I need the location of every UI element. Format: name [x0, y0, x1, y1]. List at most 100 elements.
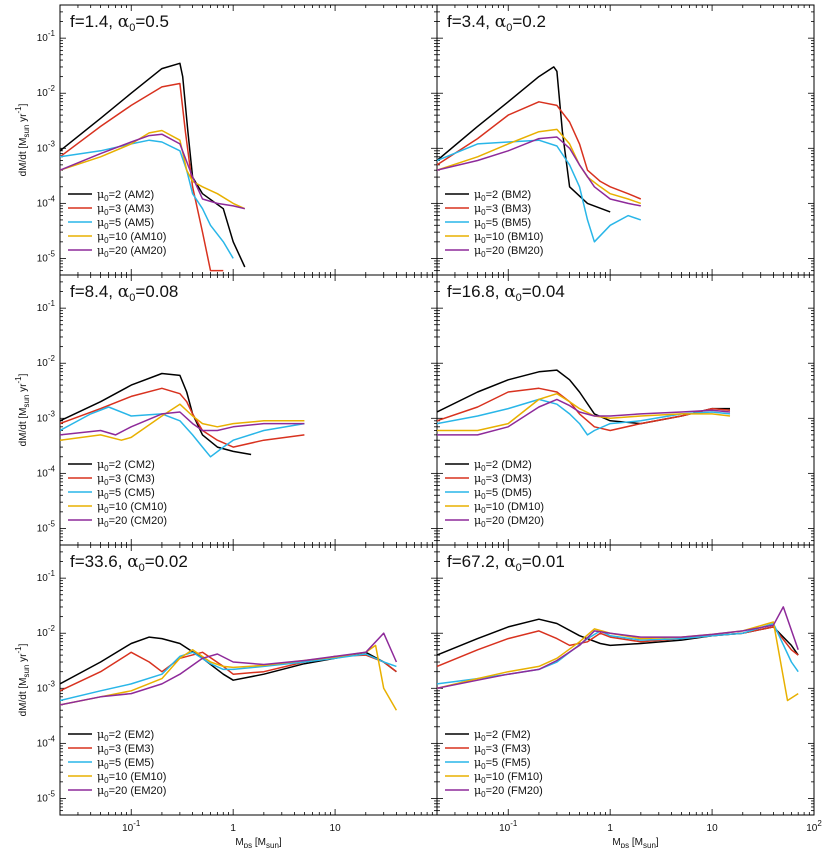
chart-panel-1: 10-1 10-2 10-3 10-4 10-5 dM/dt [Msun yr-1] f=1… [14, 4, 438, 276]
legend-label: μ0=20 (CM20) [97, 514, 167, 529]
series-line-mu20 [437, 136, 641, 207]
panel-title: f=1.4, α0=0.5 [70, 12, 169, 34]
chart-panel-6: 10-1 1 10 102 Mps [Msun] f=67.2, α0=0.01 μ0=2 … [436, 544, 822, 848]
panel-title: f=3.4, α0=0.2 [447, 12, 546, 34]
series-group [437, 369, 731, 436]
legend-label: μ0=20 (BM20) [474, 244, 543, 259]
y-tick-label: 10-1 [37, 569, 56, 584]
chart-panel-5: 10-1 10-2 10-3 10-4 10-5 dM/dt [Msun yr-1] 10-… [14, 544, 438, 848]
legend-label: μ0=3 (AM3) [97, 202, 154, 217]
y-axis-label: dM/dt [Msun yr-1] [14, 643, 31, 716]
legend: μ0=2 (BM2)μ0=3 (BM3)μ0=5 (BM5)μ0=10 (BM1… [445, 188, 543, 259]
legend-label: μ0=5 (CM5) [97, 486, 155, 501]
legend: μ0=2 (FM2)μ0=3 (FM3)μ0=5 (FM5)μ0=10 (FM1… [445, 728, 543, 799]
series-line-mu5 [437, 139, 642, 243]
legend-label: μ0=5 (AM5) [97, 216, 154, 231]
series-line-mu3 [60, 651, 397, 692]
y-tick-label: 10-5 [37, 249, 56, 264]
legend-label: μ0=10 (FM10) [474, 770, 543, 785]
legend-label: μ0=10 (DM10) [474, 500, 544, 515]
x-tick-label: 10-1 [499, 819, 518, 834]
series-line-mu3 [437, 101, 642, 200]
legend-label: μ0=3 (BM3) [474, 202, 531, 217]
y-axis-label: dM/dt [Msun yr-1] [14, 103, 31, 176]
series-line-mu5 [437, 398, 731, 436]
x-tick-label: 10 [707, 823, 719, 834]
legend-label: μ0=3 (FM3) [474, 742, 531, 757]
series-line-mu3 [437, 626, 799, 668]
legend-label: μ0=10 (CM10) [97, 500, 167, 515]
series-group [437, 66, 642, 243]
legend-label: μ0=2 (AM2) [97, 188, 154, 203]
legend-label: μ0=10 (BM10) [474, 230, 543, 245]
y-tick-label: 10-3 [37, 679, 56, 694]
series-group [60, 632, 398, 711]
legend-label: μ0=20 (FM20) [474, 784, 543, 799]
legend-label: μ0=20 (AM20) [97, 244, 166, 259]
x-tick-label: 1 [607, 823, 613, 834]
legend-label: μ0=2 (EM2) [97, 728, 154, 743]
y-tick-label: 10-3 [37, 139, 56, 154]
y-tick-label: 10-3 [37, 409, 56, 424]
series-line-mu2 [437, 66, 611, 213]
series-group [60, 372, 305, 458]
legend-label: μ0=5 (EM5) [97, 756, 154, 771]
y-tick-label: 10-1 [37, 29, 56, 44]
legend-label: μ0=10 (AM10) [97, 230, 166, 245]
y-tick-label: 10-4 [37, 194, 56, 209]
x-tick-label: 10 [330, 823, 342, 834]
series-line-mu5 [60, 651, 397, 702]
series-line-mu20 [60, 632, 398, 706]
series-line-mu20 [60, 411, 305, 436]
series-line-mu5 [60, 139, 234, 259]
series-line-mu2 [60, 62, 246, 268]
series-line-mu10 [437, 392, 731, 432]
legend-label: μ0=20 (EM20) [97, 784, 166, 799]
series-group [60, 62, 246, 272]
x-axis-label: Mps [Msun] [612, 837, 659, 848]
series-line-mu2 [60, 372, 252, 456]
legend-label: μ0=5 (FM5) [474, 756, 531, 771]
legend-label: μ0=2 (FM2) [474, 728, 531, 743]
series-line-mu3 [60, 82, 224, 272]
panel-title: f=8.4, α0=0.08 [70, 282, 178, 304]
y-tick-label: 10-5 [37, 789, 56, 804]
chart-panel-4: f=16.8, α0=0.04 μ0=2 (DM2)μ0=3 (DM3)μ0=5 … [436, 274, 815, 546]
panel-frame [436, 544, 815, 816]
series-line-mu20 [437, 398, 731, 436]
legend: μ0=2 (EM2)μ0=3 (EM3)μ0=5 (EM5)μ0=10 (EM1… [68, 728, 166, 799]
legend-label: μ0=3 (DM3) [474, 472, 532, 487]
series-group [437, 606, 799, 702]
legend: μ0=2 (AM2)μ0=3 (AM3)μ0=5 (AM5)μ0=10 (AM1… [68, 188, 166, 259]
y-tick-label: 10-4 [37, 734, 56, 749]
legend-label: μ0=5 (BM5) [474, 216, 531, 231]
y-tick-label: 10-5 [37, 519, 56, 534]
legend-label: μ0=10 (EM10) [97, 770, 166, 785]
panel-title: f=67.2, α0=0.01 [447, 552, 565, 574]
y-tick-label: 10-2 [37, 354, 56, 369]
legend-label: μ0=3 (EM3) [97, 742, 154, 757]
series-line-mu10 [437, 128, 642, 205]
legend-label: μ0=2 (CM2) [97, 458, 155, 473]
x-axis-label: Mps [Msun] [235, 837, 282, 848]
panel-title: f=16.8, α0=0.04 [447, 282, 565, 304]
x-tick-label: 102 [806, 819, 822, 834]
x-tick-label: 10-1 [122, 819, 141, 834]
y-tick-label: 10-4 [37, 464, 56, 479]
legend-label: μ0=2 (BM2) [474, 188, 531, 203]
series-line-mu20 [60, 133, 245, 210]
legend-label: μ0=3 (CM3) [97, 472, 155, 487]
series-line-mu10 [60, 644, 398, 711]
legend-label: μ0=2 (DM2) [474, 458, 532, 473]
series-line-mu3 [60, 387, 305, 448]
y-tick-label: 10-2 [37, 624, 56, 639]
series-line-mu10 [60, 129, 246, 210]
panel-title: f=33.6, α0=0.02 [70, 552, 188, 574]
series-line-mu10 [60, 403, 305, 441]
y-tick-label: 10-2 [37, 84, 56, 99]
chart-panel-2: f=3.4, α0=0.2 μ0=2 (BM2)μ0=3 (BM3)μ0=5 (B… [436, 4, 815, 276]
series-line-mu5 [60, 406, 305, 458]
series-line-mu2 [60, 636, 397, 685]
series-line-mu20 [437, 606, 799, 690]
